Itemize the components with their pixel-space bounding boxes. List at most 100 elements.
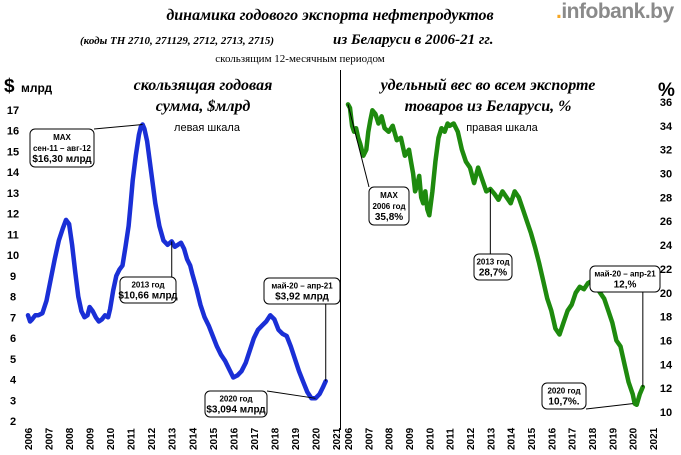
annotation-box <box>263 277 341 305</box>
annotation-text: 28,7% <box>479 268 507 279</box>
chart-title-codes: (коды ТН 2710, 271129, 2712, 2713, 2715) <box>80 35 274 47</box>
annotation-text: 2013 год <box>476 258 509 267</box>
annotation-text: 2006 год <box>372 202 405 211</box>
right-x-tick-label: 2013 <box>486 427 497 450</box>
right-y-tick-label: 34 <box>660 121 673 133</box>
left-x-tick-label: 2016 <box>229 427 240 450</box>
left-x-tick-label: 2013 <box>168 427 179 450</box>
annotation-box <box>473 253 513 281</box>
right-y-tick-label: 12 <box>660 383 672 395</box>
left-x-tick-label: 2020 <box>311 427 322 450</box>
annotation-text: $10,66 млрд <box>118 291 178 302</box>
right-panel-title-line2: товаров из Беларуси, % <box>405 98 572 115</box>
annotation-text: 2013 год <box>131 281 164 290</box>
chart-title-period: из Беларуси в 2006-21 гг. <box>333 32 494 48</box>
right-x-tick-label: 2017 <box>568 427 579 450</box>
right-axis-unit: % <box>658 80 675 101</box>
right-y-tick-label: 16 <box>660 335 672 347</box>
chart-subtitle: скользящим 12-месячным периодом <box>215 53 384 65</box>
left-y-tick-label: 15 <box>7 146 19 158</box>
left-x-tick-label: 2017 <box>250 427 261 450</box>
right-x-tick-label: 2015 <box>527 427 538 450</box>
right-y-tick-label: 36 <box>660 97 672 109</box>
left-panel-title-line2: сумма, $млрд <box>156 98 251 115</box>
right-y-tick-label: 30 <box>660 169 672 181</box>
right-x-tick-label: 2006 <box>344 427 355 450</box>
left-y-tick-label: 7 <box>10 312 16 324</box>
left-y-tick-label: 3 <box>10 395 16 407</box>
left-annotation: 2013 год$10,66 млрд <box>118 241 178 304</box>
left-x-tick-label: 2021 <box>332 427 343 450</box>
brand-logo: .infobank.by <box>556 0 674 23</box>
left-axis-unit-word: млрд <box>21 81 53 95</box>
right-x-tick-label: 2014 <box>507 427 518 450</box>
right-y-tick-label: 26 <box>660 216 672 228</box>
right-x-tick-label: 2018 <box>588 427 599 450</box>
annotation-leader <box>93 124 143 130</box>
left-x-tick-label: 2011 <box>127 428 138 450</box>
right-x-tick-label: 2010 <box>425 427 436 450</box>
annotation-text: 2020 год <box>219 395 252 404</box>
right-x-tick-label: 2021 <box>649 427 660 450</box>
left-x-tick-label: 2018 <box>270 427 281 450</box>
left-x-tick-label: 2007 <box>45 427 56 450</box>
left-y-tick-label: 4 <box>10 375 17 387</box>
left-y-tick-label: 8 <box>10 292 16 304</box>
annotation-box <box>119 276 177 304</box>
annotation-text: $3,92 млрд <box>275 292 329 303</box>
annotation-leader <box>266 390 316 399</box>
right-x-tick-label: 2007 <box>364 427 375 450</box>
left-x-tick-label: 2019 <box>291 427 302 450</box>
chart-title-line1: динамика годового экспорта нефтепродукто… <box>166 7 493 24</box>
annotation-leader <box>585 403 633 410</box>
left-y-tick-label: 9 <box>10 271 16 283</box>
right-y-tick-label: 10 <box>660 407 672 419</box>
annotation-box <box>368 186 410 226</box>
right-y-tick-label: 14 <box>660 359 673 371</box>
right-x-tick-label: 2019 <box>608 427 619 450</box>
left-y-tick-label: 13 <box>7 188 19 200</box>
left-x-tick-label: 2015 <box>209 427 220 450</box>
right-x-tick-label: 2016 <box>547 427 558 450</box>
right-x-tick-label: 2009 <box>405 427 416 450</box>
annotation-text: 12,% <box>614 280 637 291</box>
left-annotation: май-20 – апр-21$3,92 млрд <box>263 277 341 382</box>
left-y-tick-label: 16 <box>7 126 19 138</box>
left-panel-title-line1: скользящая годовая <box>134 77 273 94</box>
annotation-box <box>541 382 587 410</box>
right-panel-scale-note: правая шкала <box>466 122 538 134</box>
annotation-text: MAX <box>53 133 71 142</box>
right-y-tick-label: 24 <box>660 240 673 252</box>
left-annotation: 2020 год$3,094 млрд <box>204 390 316 418</box>
annotation-box <box>29 128 95 168</box>
annotation-box <box>589 265 661 293</box>
annotation-leader <box>347 104 370 188</box>
left-y-tick-label: 10 <box>7 250 19 262</box>
left-x-tick-label: 2008 <box>65 427 76 450</box>
left-panel-scale-note: левая шкала <box>174 122 241 134</box>
left-series-line <box>25 122 328 401</box>
left-x-tick-label: 2006 <box>24 427 35 450</box>
left-y-tick-label: 12 <box>7 209 19 221</box>
left-x-tick-label: 2014 <box>188 427 199 450</box>
right-y-tick-label: 32 <box>660 145 672 157</box>
left-y-tick-label: 2 <box>10 416 16 428</box>
annotation-text: $3,094 млрд <box>206 405 266 416</box>
annotation-text: MAX <box>380 191 398 200</box>
left-y-tick-label: 11 <box>7 229 19 241</box>
right-panel: 10 12 14 16 18 20 22 24 26 28 30 32 34 36 2006 2007 2008… <box>344 97 673 450</box>
left-y-tick-label: 14 <box>7 167 20 179</box>
right-panel-title-line1: удельный вес во всем экспорте <box>379 77 596 94</box>
left-y-tick-label: 5 <box>10 354 16 366</box>
annotation-text: сен-11 – авг-12 <box>33 144 92 153</box>
right-x-tick-label: 2020 <box>629 427 640 450</box>
left-y-tick-label: 17 <box>7 105 19 117</box>
annotation-text: $16,30 млрд <box>32 154 92 165</box>
left-axis-unit-symbol: $ <box>4 76 15 97</box>
right-x-tick-label: 2012 <box>466 427 477 450</box>
annotation-text: 10,7%. <box>548 397 579 408</box>
